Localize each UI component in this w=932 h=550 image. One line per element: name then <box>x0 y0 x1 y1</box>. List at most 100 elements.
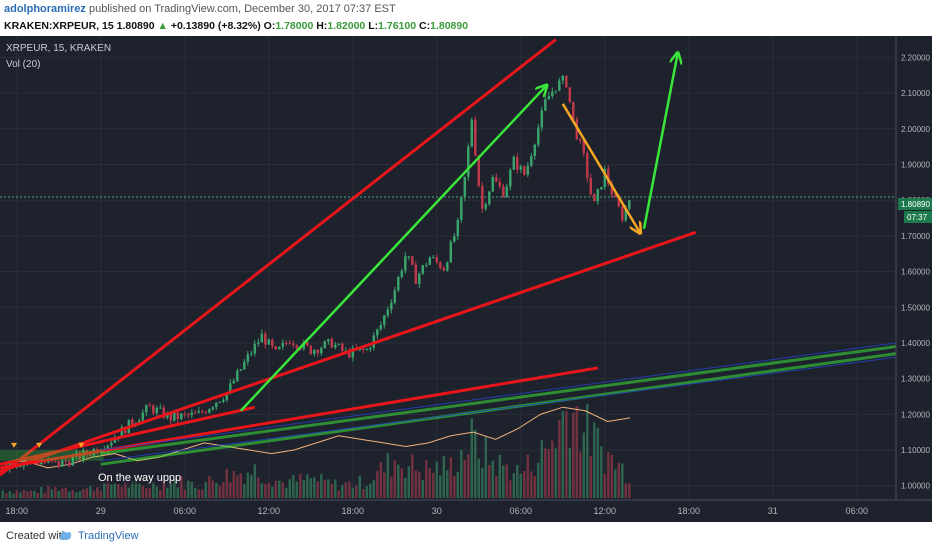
price-tick-label: 1.10000 <box>901 446 930 455</box>
candle-body <box>309 345 313 355</box>
open-value: 1.78000 <box>275 20 314 32</box>
price-badge-value: 1.80890 <box>901 200 930 209</box>
volume-bar <box>229 481 232 498</box>
volume-bar <box>12 493 15 498</box>
time-axis[interactable]: 18:00 29 06:00 12:00 18:00 30 06:00 12:00 18:00 3… <box>0 499 932 516</box>
candle-body <box>628 200 631 209</box>
volume-bar <box>71 489 75 498</box>
candle-body <box>432 257 435 259</box>
time-tick-label: 06:00 <box>846 506 869 516</box>
volume-bar <box>603 473 607 498</box>
candle-body <box>176 412 180 419</box>
candle-body <box>425 264 428 266</box>
volume-bar <box>260 483 264 498</box>
volume-bar <box>211 480 215 498</box>
volume-bar <box>117 483 120 498</box>
price-axis[interactable]: 1.00000 1.10000 1.20000 1.30000 1.40000 1.500… <box>895 36 932 522</box>
volume-bar <box>313 477 316 498</box>
volume-bar <box>92 491 96 498</box>
volume-bar <box>348 481 351 498</box>
volume-bar <box>463 459 467 498</box>
arrow-line-green <box>642 54 678 229</box>
volume-bar <box>407 466 411 498</box>
time-tick-label: 18:00 <box>678 506 701 516</box>
volume-bar <box>470 418 474 498</box>
volume-bar <box>460 449 463 498</box>
volume-bar <box>351 487 355 498</box>
candle-body <box>453 236 456 242</box>
candle-body <box>89 454 92 456</box>
candle-body <box>71 456 75 466</box>
volume-bar <box>453 476 456 498</box>
candle-body <box>19 466 22 468</box>
volume-bar <box>628 482 631 498</box>
volume-bar <box>561 411 565 498</box>
ticker: KRAKEN:XRPEUR, 15 <box>4 20 114 32</box>
tradingview-logo-icon <box>60 531 72 540</box>
volume-bar <box>222 481 225 498</box>
candle-body <box>351 347 355 358</box>
candle-body <box>267 339 271 345</box>
volume-bar <box>442 455 446 498</box>
candle-body <box>400 270 404 277</box>
tradingview-brand-link[interactable]: TradingView <box>78 530 139 542</box>
volume-bar <box>337 490 341 498</box>
volume-bar <box>404 477 407 498</box>
volume-bar <box>155 486 159 498</box>
candle-body <box>610 183 614 195</box>
candle-body <box>516 156 519 170</box>
volume-bar <box>50 489 54 498</box>
volume-bar <box>509 480 512 498</box>
high-value: 1.82000 <box>327 20 366 32</box>
volume-bar <box>47 485 50 498</box>
candle-body <box>446 262 449 271</box>
drawings <box>0 38 897 477</box>
volume-bar <box>341 485 344 498</box>
candle-body <box>607 168 610 184</box>
volume-bar <box>26 491 29 498</box>
candle-body <box>57 461 61 467</box>
candle-body <box>414 264 418 284</box>
price-chart[interactable]: 1.00000 1.10000 1.20000 1.30000 1.40000 1.500… <box>0 36 932 522</box>
volume-bar <box>624 483 628 498</box>
volume-bar <box>292 474 295 498</box>
volume-bar <box>302 479 306 498</box>
candle-body <box>218 401 222 403</box>
volume-bar <box>547 449 551 498</box>
candle-body <box>404 256 407 271</box>
volume-bar <box>379 462 383 498</box>
candle-body <box>159 407 162 409</box>
candle-body <box>285 342 288 344</box>
volume-bar <box>288 479 292 498</box>
trend-line-red <box>0 38 557 477</box>
low-value: 1.76100 <box>378 20 417 32</box>
volume-bar <box>519 473 523 498</box>
chart-area[interactable]: 1.00000 1.10000 1.20000 1.30000 1.40000 1.500… <box>0 36 932 522</box>
volume-bar <box>19 492 22 498</box>
annotation-bg <box>94 470 174 484</box>
volume-bar <box>106 478 110 498</box>
candle-body <box>197 411 201 413</box>
author-link[interactable]: adolphoramirez <box>4 3 86 15</box>
volume-bar <box>369 483 372 498</box>
channel-line-blue <box>100 356 897 462</box>
candle-body <box>155 408 159 413</box>
signal-marker <box>11 442 17 448</box>
candle-body <box>40 462 43 465</box>
volume-bar <box>54 486 57 498</box>
volume-bar <box>544 448 547 498</box>
candle-body <box>596 189 600 202</box>
candle-body <box>152 405 155 413</box>
annotation[interactable]: On the way uppp <box>94 470 181 484</box>
volume-bar <box>68 491 71 498</box>
candle-body <box>64 460 68 462</box>
price-tick-label: 2.10000 <box>901 89 930 98</box>
publication-line: adolphoramirez published on TradingView.… <box>4 3 396 15</box>
candle-body <box>246 354 250 362</box>
volume-bar <box>320 473 323 498</box>
volume-bar <box>614 469 617 498</box>
volume-bar <box>530 471 533 498</box>
volume-bars <box>1 403 631 498</box>
trend-line-red <box>0 405 256 466</box>
volume-bar <box>362 489 365 498</box>
